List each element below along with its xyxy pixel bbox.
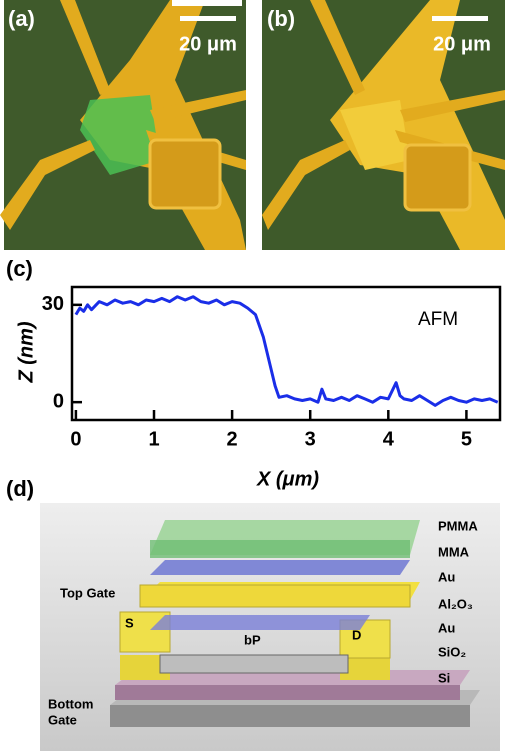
- label: Gate: [48, 712, 77, 727]
- label: Bottom: [48, 696, 94, 711]
- layer-label: SiO₂: [438, 644, 466, 659]
- layer-label: Si: [438, 670, 450, 685]
- y-tick-label: 0: [53, 390, 64, 412]
- plot-frame: [70, 285, 502, 422]
- label: S: [125, 615, 134, 630]
- micrograph-b: [262, 0, 505, 250]
- micrograph-a: [0, 0, 246, 250]
- x-tick-label: 2: [227, 428, 238, 450]
- scale-bar: [432, 16, 488, 21]
- x-axis-label: X (μm): [256, 468, 319, 490]
- annotation: AFM: [418, 309, 458, 330]
- y-axis-label: Z (nm): [15, 321, 37, 383]
- layer-label: MMA: [438, 544, 470, 559]
- label: Top Gate: [60, 585, 115, 600]
- x-tick-label: 1: [148, 428, 159, 450]
- panel-label: (d): [6, 476, 34, 501]
- layer-label: Al₂O₃: [438, 596, 473, 611]
- label: D: [352, 627, 361, 642]
- x-tick-label: 0: [70, 428, 81, 450]
- layer-labels: PMMA MMA Au Al₂O₃ Au SiO₂ Si: [438, 518, 478, 685]
- scale-bar: [180, 16, 236, 21]
- label: bP: [244, 632, 261, 647]
- scale-bar-label: 20 μm: [433, 33, 491, 55]
- x-tick-label: 5: [461, 428, 472, 450]
- layer-label: PMMA: [438, 518, 478, 533]
- layer-label: Au: [438, 620, 455, 635]
- profile-line: [74, 295, 499, 407]
- panel-label: (a): [8, 6, 35, 31]
- x-tick-label: 3: [305, 428, 316, 450]
- scale-bar-label: 20 μm: [179, 33, 237, 55]
- y-tick-label: 30: [42, 293, 64, 315]
- layer-label: Au: [438, 569, 455, 584]
- plot: 0 1 2 3 4 5 0 30: [42, 293, 499, 450]
- device-schematic: [40, 503, 500, 751]
- panel-label: (b): [267, 6, 295, 31]
- x-tick-label: 4: [383, 428, 395, 450]
- panel-label: (c): [6, 256, 33, 281]
